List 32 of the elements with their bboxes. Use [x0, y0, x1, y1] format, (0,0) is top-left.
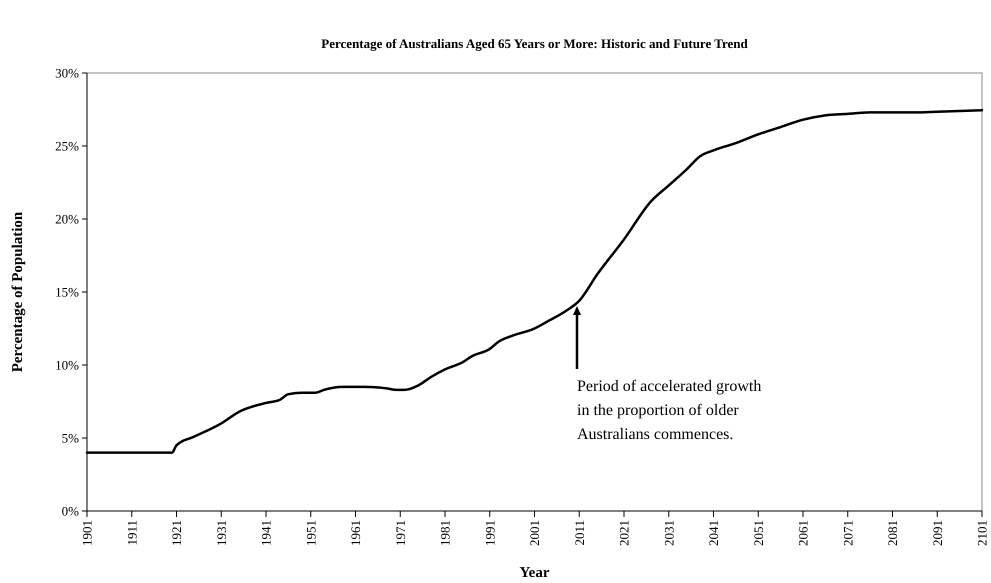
x-tick-label: 2021	[616, 520, 632, 546]
x-tick-label: 2001	[527, 520, 542, 546]
x-tick-label: 1961	[348, 520, 364, 546]
y-tick-label: 30%	[55, 66, 80, 81]
y-tick-label: 15%	[55, 284, 80, 300]
x-tick-label: 2061	[796, 520, 811, 546]
x-tick-label: 1921	[169, 520, 184, 546]
y-tick-label: 10%	[55, 358, 80, 373]
x-tick-label: 1901	[80, 520, 95, 546]
y-tick-label: 20%	[55, 212, 80, 227]
x-tick-label: 1951	[303, 520, 318, 546]
y-tick-label: 0%	[62, 504, 80, 519]
x-tick-label: 1981	[438, 520, 453, 546]
chart-title: Percentage of Australians Aged 65 Years or More: Historic and Future Trend	[321, 36, 748, 51]
x-tick-label: 1911	[124, 520, 140, 546]
y-tick-label: 25%	[55, 138, 80, 154]
annotation: Period of accelerated growth in the proportion of older Australians commences.	[577, 378, 762, 443]
x-tick-label: 2081	[885, 520, 900, 546]
x-tick-label: 2091	[930, 520, 945, 546]
x-tick-label: 2011	[572, 520, 587, 546]
x-tick-label: 2031	[661, 520, 676, 546]
y-tick-label: 5%	[62, 430, 80, 446]
x-tick-label: 2101	[974, 520, 990, 546]
x-tick-label: 1971	[392, 520, 408, 546]
x-tick-label: 2071	[840, 520, 856, 546]
x-tick-label: 2041	[706, 520, 722, 546]
x-tick-label: 1941	[258, 520, 274, 546]
x-tick-label: 1931	[214, 520, 229, 546]
x-tick-label: 2051	[750, 520, 766, 546]
y-axis-title: Percentage of Population	[10, 211, 26, 372]
x-tick-label: 1991	[482, 520, 498, 546]
x-axis-title: Year	[520, 565, 550, 581]
